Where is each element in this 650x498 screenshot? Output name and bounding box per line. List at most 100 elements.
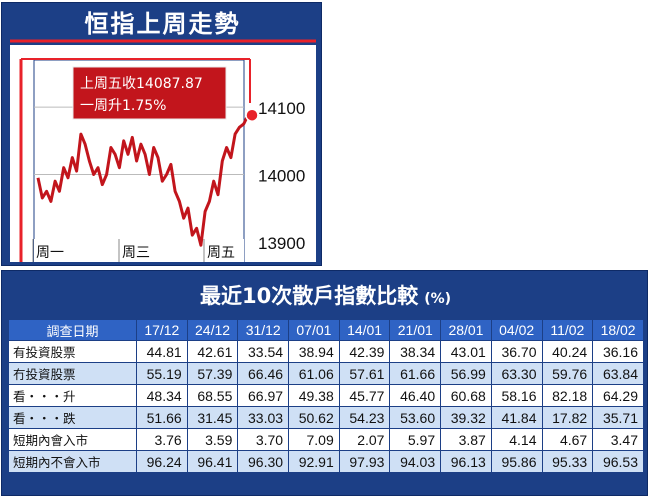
column-header-date: 17/12 (136, 319, 188, 341)
table-body: 有投資股票 44.81 42.61 33.54 38.94 42.39 38.34 43.01… (8, 340, 644, 473)
table-cell: 54.23 (338, 406, 391, 429)
table-title-bar: 最近10次散戶指數比較 (%) (2, 279, 649, 313)
y-tick-labels: 14100 14000 13900 (258, 99, 305, 253)
grid-lines (34, 106, 244, 262)
table-cell: 96.53 (592, 450, 644, 473)
table-cell: 38.34 (389, 340, 442, 363)
table-cell: 17.82 (541, 406, 594, 429)
table-cell: 44.81 (136, 340, 188, 363)
table-title: 最近10次散戶指數比較 (199, 284, 419, 308)
table-cell: 3.47 (592, 428, 644, 451)
table-cell: 56.99 (440, 362, 492, 385)
table-cell: 53.60 (389, 406, 442, 429)
table-cell: 63.84 (592, 362, 644, 385)
table-cell: 96.30 (237, 450, 290, 473)
table-cell: 64.29 (592, 384, 644, 407)
x-tick-label: 周五 (207, 245, 235, 261)
table-cell: 92.91 (288, 450, 340, 473)
x-tick-label: 周三 (122, 245, 150, 261)
table-cell: 48.34 (136, 384, 188, 407)
table-cell: 68.55 (186, 384, 239, 407)
table-cell: 45.77 (338, 384, 391, 407)
table-cell: 2.07 (338, 428, 391, 451)
table-row: 有投資股票 44.81 42.61 33.54 38.94 42.39 38.34 43.01… (8, 340, 644, 363)
table-row: 短期內不會入市 96.24 96.41 96.30 92.91 97.93 94.03 96.… (8, 450, 644, 473)
x-axis-strip (34, 239, 244, 262)
column-header-date: 14/01 (338, 319, 391, 341)
table-cell: 3.87 (440, 428, 492, 451)
chart-title: 恒指上周走勢 (84, 10, 241, 38)
table-cell: 58.16 (490, 384, 543, 407)
table-cell: 36.70 (490, 340, 543, 363)
x-tick-label: 周一 (36, 245, 64, 261)
survey-table: 調查日期 17/12 24/12 31/12 07/01 14/01 21/01 28/01… (8, 319, 644, 473)
table-cell: 94.03 (389, 450, 442, 473)
table-cell: 61.06 (288, 362, 340, 385)
annotation-box: 上周五收14087.87 一周升1.75% (72, 66, 227, 120)
table-cell: 42.61 (186, 340, 239, 363)
table-cell: 57.61 (338, 362, 391, 385)
table-cell: 41.84 (490, 406, 543, 429)
table-cell: 95.86 (490, 450, 543, 473)
table-cell: 39.32 (440, 406, 492, 429)
table-cell: 40.24 (541, 340, 594, 363)
column-header-date: 11/02 (541, 319, 594, 341)
table-cell: 49.38 (288, 384, 340, 407)
table-cell: 3.70 (237, 428, 290, 451)
row-label: 冇投資股票 (8, 362, 137, 385)
table-cell: 96.24 (136, 450, 188, 473)
table-cell: 4.67 (541, 428, 594, 451)
table-cell: 61.66 (389, 362, 442, 385)
table-cell: 43.01 (440, 340, 492, 363)
line-chart: 14100 14000 13900 周一 周三 周五 上周五收14087.87 一周升1… (10, 39, 316, 263)
table-header-row: 調查日期 17/12 24/12 31/12 07/01 14/01 21/01 28/01… (8, 319, 644, 341)
column-header-date: 21/01 (389, 319, 442, 341)
table-cell: 31.45 (186, 406, 239, 429)
table-cell: 55.19 (136, 362, 188, 385)
table-cell: 7.09 (288, 428, 340, 451)
table-row: 冇投資股票 55.19 57.39 66.46 61.06 57.61 61.66 56.99… (8, 362, 644, 385)
table-cell: 66.97 (237, 384, 290, 407)
row-label: 有投資股票 (8, 340, 137, 363)
table-panel: 最近10次散戶指數比較 (%) 調查日期 17/12 24/12 31/12 07/01… (1, 270, 648, 496)
table-cell: 96.41 (186, 450, 239, 473)
column-header-date: 31/12 (237, 319, 290, 341)
column-header-date: 28/01 (440, 319, 492, 341)
y-tick-label: 13900 (258, 234, 305, 253)
y-tick-label: 14100 (258, 99, 305, 118)
row-label: 短期內不會入市 (8, 450, 137, 473)
annotation-background (72, 66, 227, 120)
table-cell: 3.76 (136, 428, 188, 451)
table-cell: 35.71 (592, 406, 644, 429)
table-cell: 33.54 (237, 340, 290, 363)
x-tick-labels: 周一 周三 周五 (32, 239, 235, 262)
table-cell: 50.62 (288, 406, 340, 429)
row-label: 看・・・升 (8, 384, 137, 407)
table-row: 看・・・升 48.34 68.55 66.97 49.38 45.77 46.40 60.68… (8, 384, 644, 407)
table-cell: 95.33 (541, 450, 594, 473)
table-cell: 3.59 (186, 428, 239, 451)
table-row: 短期內會入市 3.76 3.59 3.70 7.09 2.07 5.97 3.87 4.14 4.… (8, 428, 644, 451)
table-cell: 33.03 (237, 406, 290, 429)
y-tick-label: 14000 (258, 166, 305, 185)
table-cell: 46.40 (389, 384, 442, 407)
row-label: 短期內會入市 (8, 428, 137, 451)
table-cell: 97.93 (338, 450, 391, 473)
table-cell: 57.39 (186, 362, 239, 385)
series-line-layer (36, 108, 259, 247)
table-cell: 60.68 (440, 384, 492, 407)
table-cell: 63.30 (490, 362, 543, 385)
table-cell: 36.16 (592, 340, 644, 363)
table-cell: 42.39 (338, 340, 391, 363)
header-label-cell: 調查日期 (8, 319, 137, 341)
table-cell: 38.94 (288, 340, 340, 363)
index-series-line (36, 114, 250, 247)
annotation-change-text: 一周升1.75% (80, 98, 166, 114)
annotation-close-text: 上周五收14087.87 (80, 76, 203, 92)
table-row: 看・・・跌 51.66 31.45 33.03 50.62 54.23 53.60 39.32… (8, 406, 644, 429)
table-cell: 66.46 (237, 362, 290, 385)
table-cell: 96.13 (440, 450, 492, 473)
table-cell: 82.18 (541, 384, 594, 407)
table-unit: (%) (424, 291, 452, 307)
table-cell: 59.76 (541, 362, 594, 385)
